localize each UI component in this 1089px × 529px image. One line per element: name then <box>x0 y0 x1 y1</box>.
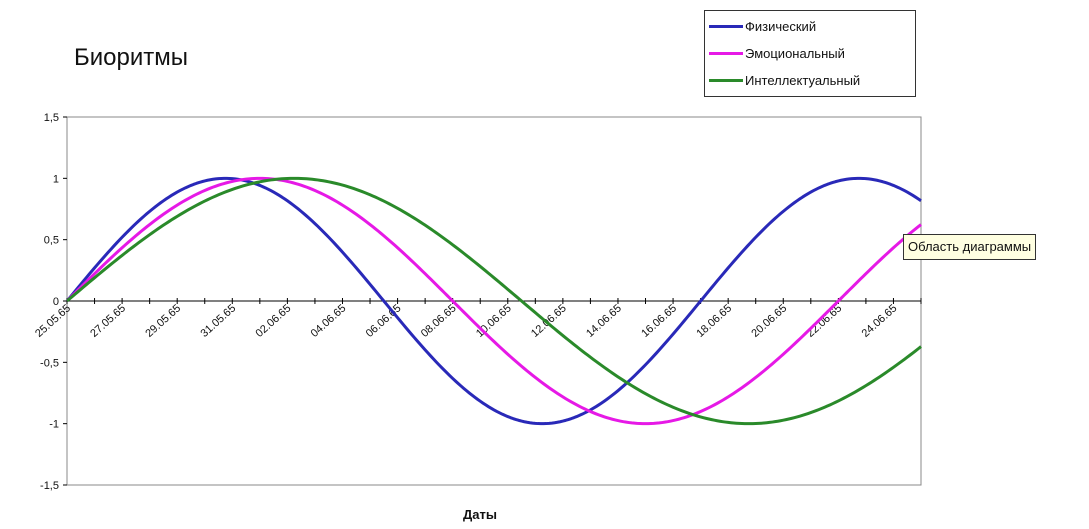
y-tick-label: 1 <box>53 173 59 185</box>
x-tick-label: 22.06.65 <box>805 302 845 340</box>
x-tick-label: 08.06.65 <box>419 302 459 340</box>
legend-swatch-intellectual <box>709 78 743 82</box>
legend-item-intellectual: Интеллектуальный <box>709 70 860 90</box>
y-tick-label: -1,5 <box>40 480 59 492</box>
legend-swatch-emotional <box>709 51 743 55</box>
x-tick-label: 24.06.65 <box>860 302 900 340</box>
x-axis-label: Даты <box>463 507 497 522</box>
legend-label-intellectual: Интеллектуальный <box>745 72 861 88</box>
chart-area-tooltip: Область диаграммы <box>903 234 1037 260</box>
legend-item-physical: Физический <box>709 16 816 36</box>
x-tick-label: 06.06.65 <box>364 302 404 340</box>
x-tick-label: 31.05.65 <box>198 302 238 340</box>
x-tick-label: 29.05.65 <box>143 302 183 340</box>
legend-swatch-physical <box>709 24 743 28</box>
legend-label-physical: Физический <box>745 18 817 34</box>
legend-item-emotional: Эмоциональный <box>709 43 845 63</box>
y-tick-label: -1 <box>49 419 59 431</box>
y-tick-label: 0 <box>53 296 59 308</box>
legend-label-emotional: Эмоциональный <box>745 45 845 61</box>
chart-title: Биоритмы <box>74 44 188 71</box>
x-tick-label: 14.06.65 <box>584 302 624 340</box>
x-tick-label: 04.06.65 <box>309 302 349 340</box>
x-tick-label: 18.06.65 <box>694 302 734 340</box>
y-tick-label: 0,5 <box>44 235 59 247</box>
y-tick-label: 1,5 <box>44 112 59 124</box>
x-tick-label: 10.06.65 <box>474 302 514 340</box>
x-tick-label: 27.05.65 <box>88 302 128 340</box>
series-line-emotional <box>65 176 922 426</box>
x-tick-label: 02.06.65 <box>254 302 294 340</box>
chart-legend[interactable]: Физический Эмоциональный Интеллектуальны… <box>704 10 916 97</box>
x-tick-label: 20.06.65 <box>749 302 789 340</box>
y-tick-label: -0,5 <box>40 357 59 369</box>
series-line-physical <box>65 176 922 426</box>
series-line-intellectual <box>66 176 922 426</box>
